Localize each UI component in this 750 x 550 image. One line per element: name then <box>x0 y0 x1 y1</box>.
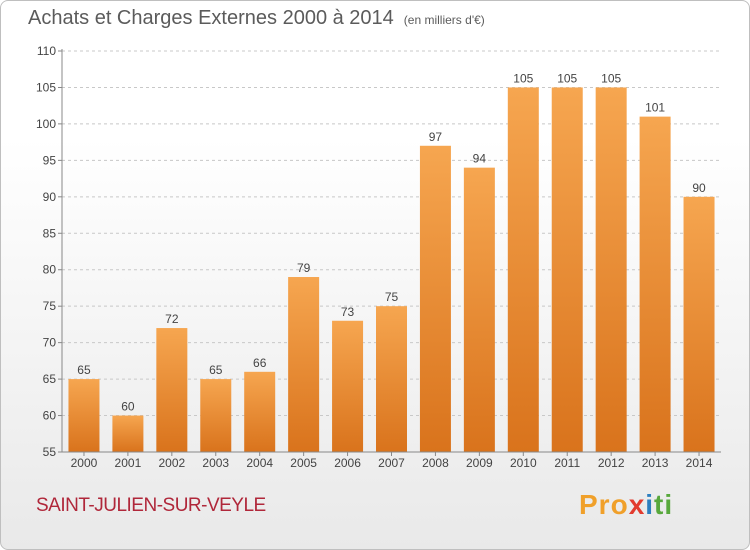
bar-2003 <box>200 379 232 452</box>
y-tick-label: 110 <box>37 44 56 58</box>
value-label-2003: 65 <box>209 363 223 377</box>
x-tick-label-2006: 2006 <box>334 456 361 470</box>
bar-2006 <box>332 320 364 452</box>
value-label-2002: 72 <box>165 312 179 326</box>
bar-2011 <box>551 87 583 453</box>
y-tick-label: 80 <box>43 263 57 277</box>
chart-unit: (en milliers d'€) <box>403 13 485 27</box>
y-tick-label: 65 <box>43 372 57 386</box>
bar-2002 <box>156 328 188 452</box>
x-tick-label-2003: 2003 <box>202 456 229 470</box>
value-label-2009: 94 <box>473 152 487 166</box>
bar-2005 <box>288 277 320 452</box>
value-label-2008: 97 <box>429 130 443 144</box>
value-label-2012: 105 <box>601 71 621 85</box>
y-tick-label: 85 <box>43 226 57 240</box>
bar-2014 <box>683 196 715 452</box>
chart-title-text: Achats et Charges Externes 2000 à 2014 <box>28 7 394 29</box>
bar-2001 <box>112 415 144 452</box>
x-tick-label-2009: 2009 <box>466 456 493 470</box>
x-tick-label-2004: 2004 <box>246 456 273 470</box>
value-label-2004: 66 <box>253 356 267 370</box>
bar-2007 <box>376 306 407 452</box>
y-tick-label: 105 <box>36 80 56 94</box>
axes <box>58 49 721 456</box>
bars <box>68 87 715 453</box>
value-label-2011: 105 <box>557 71 577 85</box>
y-tick-label: 70 <box>43 336 57 350</box>
y-tick-label: 95 <box>43 153 57 167</box>
labels: 55 60 65 70 75 80 85 90 95 100 105 110 65 2000 60 2001 7… <box>36 44 713 470</box>
value-label-2000: 65 <box>77 363 91 377</box>
bar-2008 <box>419 145 451 453</box>
x-tick-label-2012: 2012 <box>598 456 625 470</box>
x-tick-label-2013: 2013 <box>642 456 669 470</box>
y-tick-label: 90 <box>43 190 57 204</box>
value-label-2013: 101 <box>645 101 665 115</box>
value-label-2001: 60 <box>121 400 135 414</box>
value-label-2014: 90 <box>692 181 706 195</box>
bar-2004 <box>244 371 276 452</box>
bar-2010 <box>507 87 539 453</box>
commune-name: SAINT-JULIEN-SUR-VEYLE <box>36 495 266 516</box>
x-tick-label-2014: 2014 <box>686 456 713 470</box>
x-tick-label-2000: 2000 <box>71 456 98 470</box>
bar-2012 <box>595 87 627 453</box>
value-label-2007: 75 <box>385 290 399 304</box>
chart-title: Achats et Charges Externes 2000 à 2014 (e… <box>28 7 485 30</box>
y-tick-label: 75 <box>43 299 57 313</box>
x-tick-label-2005: 2005 <box>290 456 317 470</box>
x-tick-label-2002: 2002 <box>158 456 185 470</box>
x-tick-label-2001: 2001 <box>115 456 142 470</box>
value-label-2010: 105 <box>513 71 533 85</box>
y-tick-label: 100 <box>36 117 56 131</box>
bar-2000 <box>68 379 100 452</box>
proxiti-logo: Proxiti <box>579 489 674 520</box>
x-tick-label-2011: 2011 <box>554 456 580 470</box>
bar-2013 <box>639 116 671 453</box>
x-tick-label-2010: 2010 <box>510 456 537 470</box>
y-tick-label: 55 <box>43 445 57 459</box>
value-label-2006: 73 <box>341 305 355 319</box>
x-tick-label-2008: 2008 <box>422 456 449 470</box>
value-label-2005: 79 <box>297 261 311 275</box>
y-tick-label: 60 <box>43 409 57 423</box>
bar-2009 <box>463 167 495 452</box>
x-tick-label-2007: 2007 <box>378 456 405 470</box>
